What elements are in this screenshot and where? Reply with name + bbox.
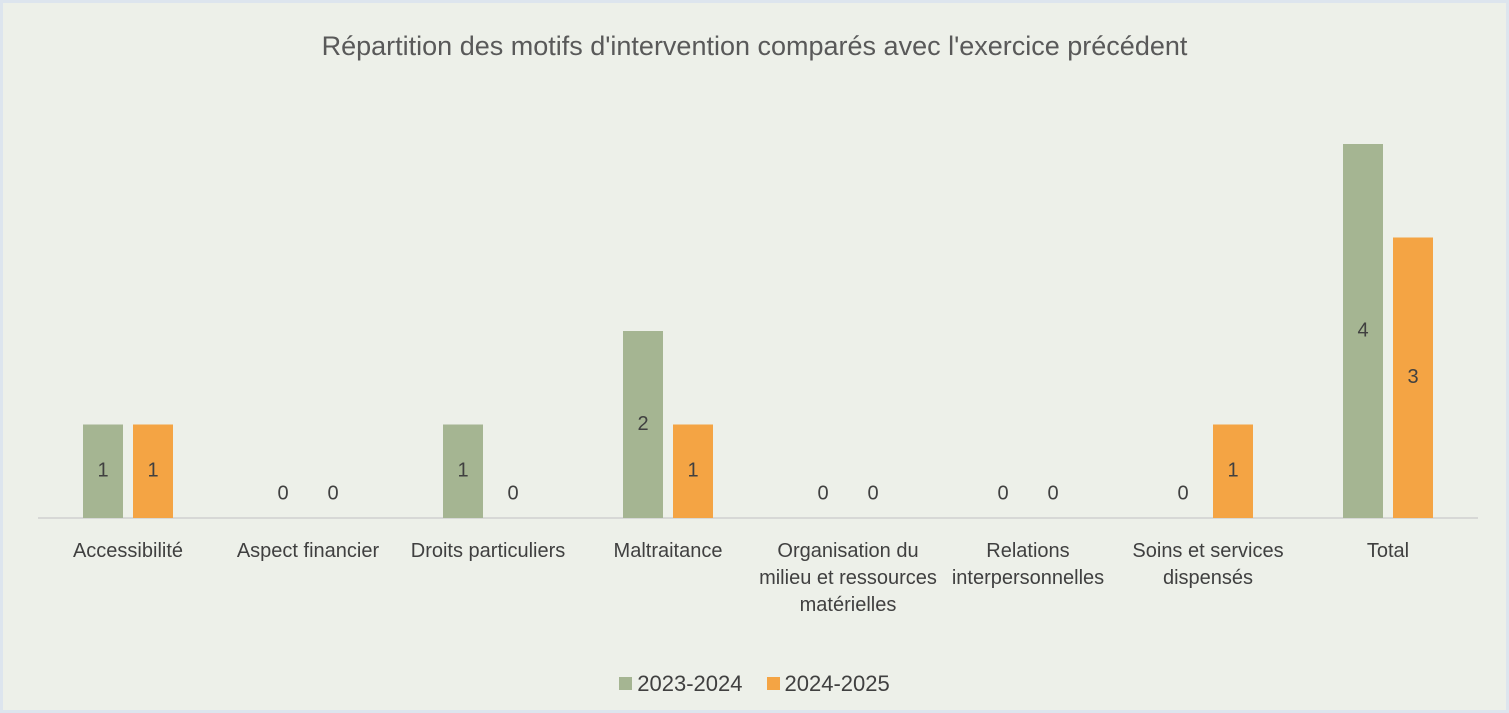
x-tick-label: Relations interpersonnelles [951,540,1105,589]
bar [443,424,483,518]
plot-area: 1 1 0 0 1 0 2 1 0 0 0 0 0 1 4 3 [38,144,1478,519]
x-tick-label: Aspect financier [236,540,380,562]
data-label: 2 [637,413,648,435]
data-label: 0 [327,482,338,504]
x-tick-label: Droits particuliers [410,540,566,562]
data-label: 0 [507,482,518,504]
bar [1213,424,1253,518]
x-tick-label: Total [1366,540,1410,562]
legend: 2023-2024 2024-2025 [3,671,1506,697]
legend-label: 2024-2025 [784,671,890,696]
bar [623,331,663,518]
data-label: 3 [1407,366,1418,388]
x-tick-label: Accessibilité [72,540,184,562]
legend-item: 2023-2024 [619,671,743,697]
bar [83,424,123,518]
x-tick-label: Maltraitance [613,540,723,562]
data-label: 0 [997,482,1008,504]
data-label: 0 [277,482,288,504]
chart-title: Répartition des motifs d'intervention co… [321,31,1188,61]
bar [673,424,713,518]
data-label: 0 [867,482,878,504]
bar [133,424,173,518]
x-tick-label: Organisation du milieu et ressources mat… [759,540,937,616]
legend-label: 2023-2024 [637,671,743,696]
data-label: 1 [147,460,158,482]
data-label: 0 [1047,482,1058,504]
data-label: 1 [97,460,108,482]
data-label: 1 [1227,460,1238,482]
legend-swatch [766,677,780,690]
legend-item: 2024-2025 [766,671,890,697]
bar [1343,144,1383,518]
data-label: 4 [1357,319,1368,341]
data-label: 1 [687,460,698,482]
bar [1393,237,1433,518]
data-label: 0 [1177,482,1188,504]
data-label: 1 [457,460,468,482]
data-label: 0 [817,482,828,504]
legend-swatch [619,677,633,690]
x-tick-label: Soins et services dispensés [1132,540,1284,589]
